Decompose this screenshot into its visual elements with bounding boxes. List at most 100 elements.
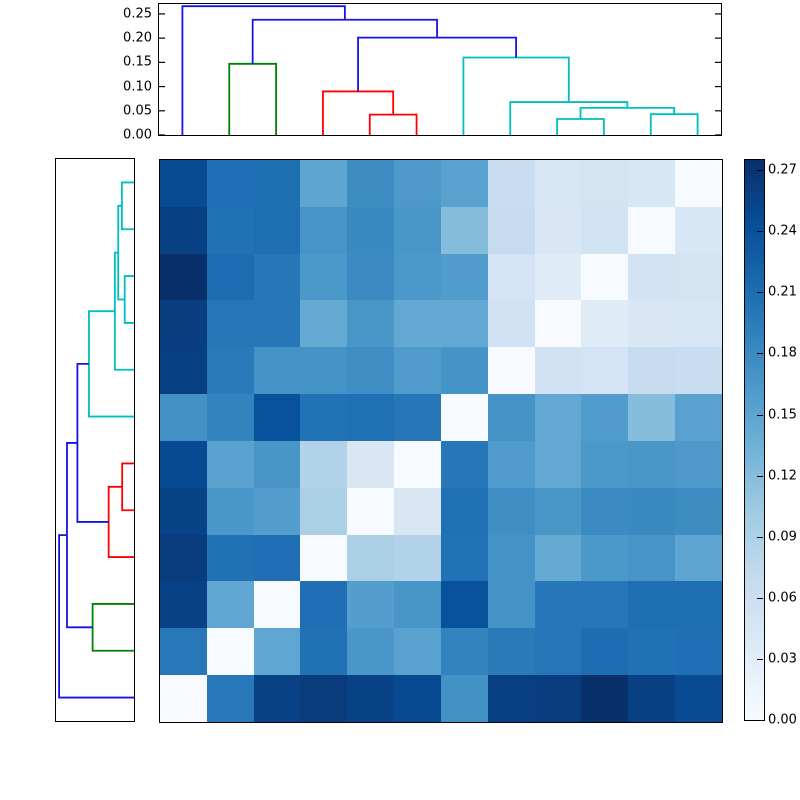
heatmap-cell <box>675 487 722 535</box>
heatmap-cell <box>628 394 676 441</box>
colorbar-tick-mark <box>757 292 763 294</box>
heatmap-cell <box>300 534 348 582</box>
dendrogram-link <box>556 118 605 135</box>
top-axis-tick-label: 0.25 <box>123 6 152 22</box>
heatmap-cell <box>581 581 629 629</box>
heatmap-cell <box>487 487 535 535</box>
heatmap-cell <box>534 675 582 722</box>
heatmap-cell <box>675 534 722 582</box>
heatmap-cell <box>394 394 441 441</box>
heatmap-cell <box>675 394 722 441</box>
heatmap-cell <box>253 253 301 301</box>
dendrogram-link <box>58 534 134 699</box>
heatmap-cell <box>534 160 582 207</box>
heatmap-cell <box>534 534 582 582</box>
heatmap-cell <box>440 581 488 629</box>
heatmap-cell <box>347 581 395 629</box>
dendrogram-link <box>357 36 518 92</box>
heatmap-cell <box>675 440 722 488</box>
heatmap-cell <box>160 675 207 722</box>
heatmap-cell <box>628 253 676 301</box>
heatmap-cell <box>675 675 722 722</box>
heatmap-cell <box>347 253 395 301</box>
heatmap-cell <box>347 160 395 207</box>
heatmap-cell <box>300 253 348 301</box>
heatmap-cell <box>253 206 301 254</box>
heatmap-cell <box>394 581 441 629</box>
heatmap-cell <box>347 206 395 254</box>
heatmap-cell <box>253 628 301 676</box>
heatmap-cell <box>581 300 629 348</box>
dendrogram-link <box>228 62 277 135</box>
heatmap-cell <box>581 628 629 676</box>
heatmap-cell <box>300 487 348 535</box>
heatmap-cell <box>253 440 301 488</box>
heatmap-cell <box>440 300 488 348</box>
heatmap-cell <box>440 440 488 488</box>
colorbar-tick-label: 0.06 <box>768 590 797 606</box>
heatmap-cell <box>675 581 722 629</box>
heatmap-cell <box>206 487 254 535</box>
heatmap-cell <box>253 534 301 582</box>
dendrogram-link <box>462 56 570 135</box>
heatmap-cell <box>347 534 395 582</box>
heatmap-cell <box>581 675 629 722</box>
heatmap-cell <box>440 675 488 722</box>
heatmap-cell <box>394 160 441 207</box>
heatmap-cell <box>206 581 254 629</box>
dendrogram-link <box>649 113 699 135</box>
heatmap-cell <box>253 347 301 395</box>
dendrogram-link <box>120 181 134 231</box>
heatmap-cell <box>160 206 207 254</box>
heatmap-cell <box>160 160 207 207</box>
dendrogram-link <box>66 442 93 629</box>
heatmap-cell <box>581 487 629 535</box>
heatmap-cell <box>487 581 535 629</box>
heatmap-cell <box>675 253 722 301</box>
heatmap-cell <box>534 347 582 395</box>
heatmap-cell <box>534 581 582 629</box>
heatmap-cell <box>253 487 301 535</box>
heatmap-cell <box>206 347 254 395</box>
heatmap-cell <box>253 300 301 348</box>
colorbar-tick-mark <box>757 597 763 599</box>
colorbar-tick-label: 0.21 <box>768 284 797 300</box>
heatmap-cell <box>300 347 348 395</box>
heatmap-cell <box>347 300 395 348</box>
heatmap-cell <box>628 160 676 207</box>
heatmap-cell <box>581 440 629 488</box>
heatmap-cell <box>347 487 395 535</box>
heatmap-cell <box>206 394 254 441</box>
colorbar-tick-mark <box>757 536 763 538</box>
heatmap-cell <box>440 206 488 254</box>
colorbar-tick-label: 0.24 <box>768 223 797 239</box>
heatmap-cell <box>581 206 629 254</box>
colorbar-tick-mark <box>757 475 763 477</box>
colorbar-tick-mark <box>757 170 763 172</box>
heatmap-cell <box>675 300 722 348</box>
heatmap-cell <box>534 206 582 254</box>
heatmap-cell <box>253 394 301 441</box>
heatmap-cell <box>487 300 535 348</box>
heatmap-cell <box>206 160 254 207</box>
heatmap-cell <box>487 534 535 582</box>
colorbar-tick-label: 0.12 <box>768 468 797 484</box>
top-axis-tick-label: 0.00 <box>123 127 152 143</box>
heatmap-cell <box>628 206 676 254</box>
dendrogram-link <box>107 485 134 558</box>
heatmap-cell <box>440 253 488 301</box>
colorbar-gradient <box>745 160 764 720</box>
heatmap-cell <box>394 206 441 254</box>
heatmap-cell <box>440 394 488 441</box>
colorbar-tick-label: 0.18 <box>768 345 797 361</box>
heatmap-cell <box>534 440 582 488</box>
heatmap <box>160 160 722 722</box>
heatmap-cell <box>581 394 629 441</box>
heatmap-cell <box>394 628 441 676</box>
dendrogram-link <box>123 275 134 324</box>
heatmap-cell <box>160 534 207 582</box>
heatmap-cell <box>206 206 254 254</box>
heatmap-cell <box>628 628 676 676</box>
heatmap-cell <box>160 581 207 629</box>
heatmap-cell <box>487 675 535 722</box>
